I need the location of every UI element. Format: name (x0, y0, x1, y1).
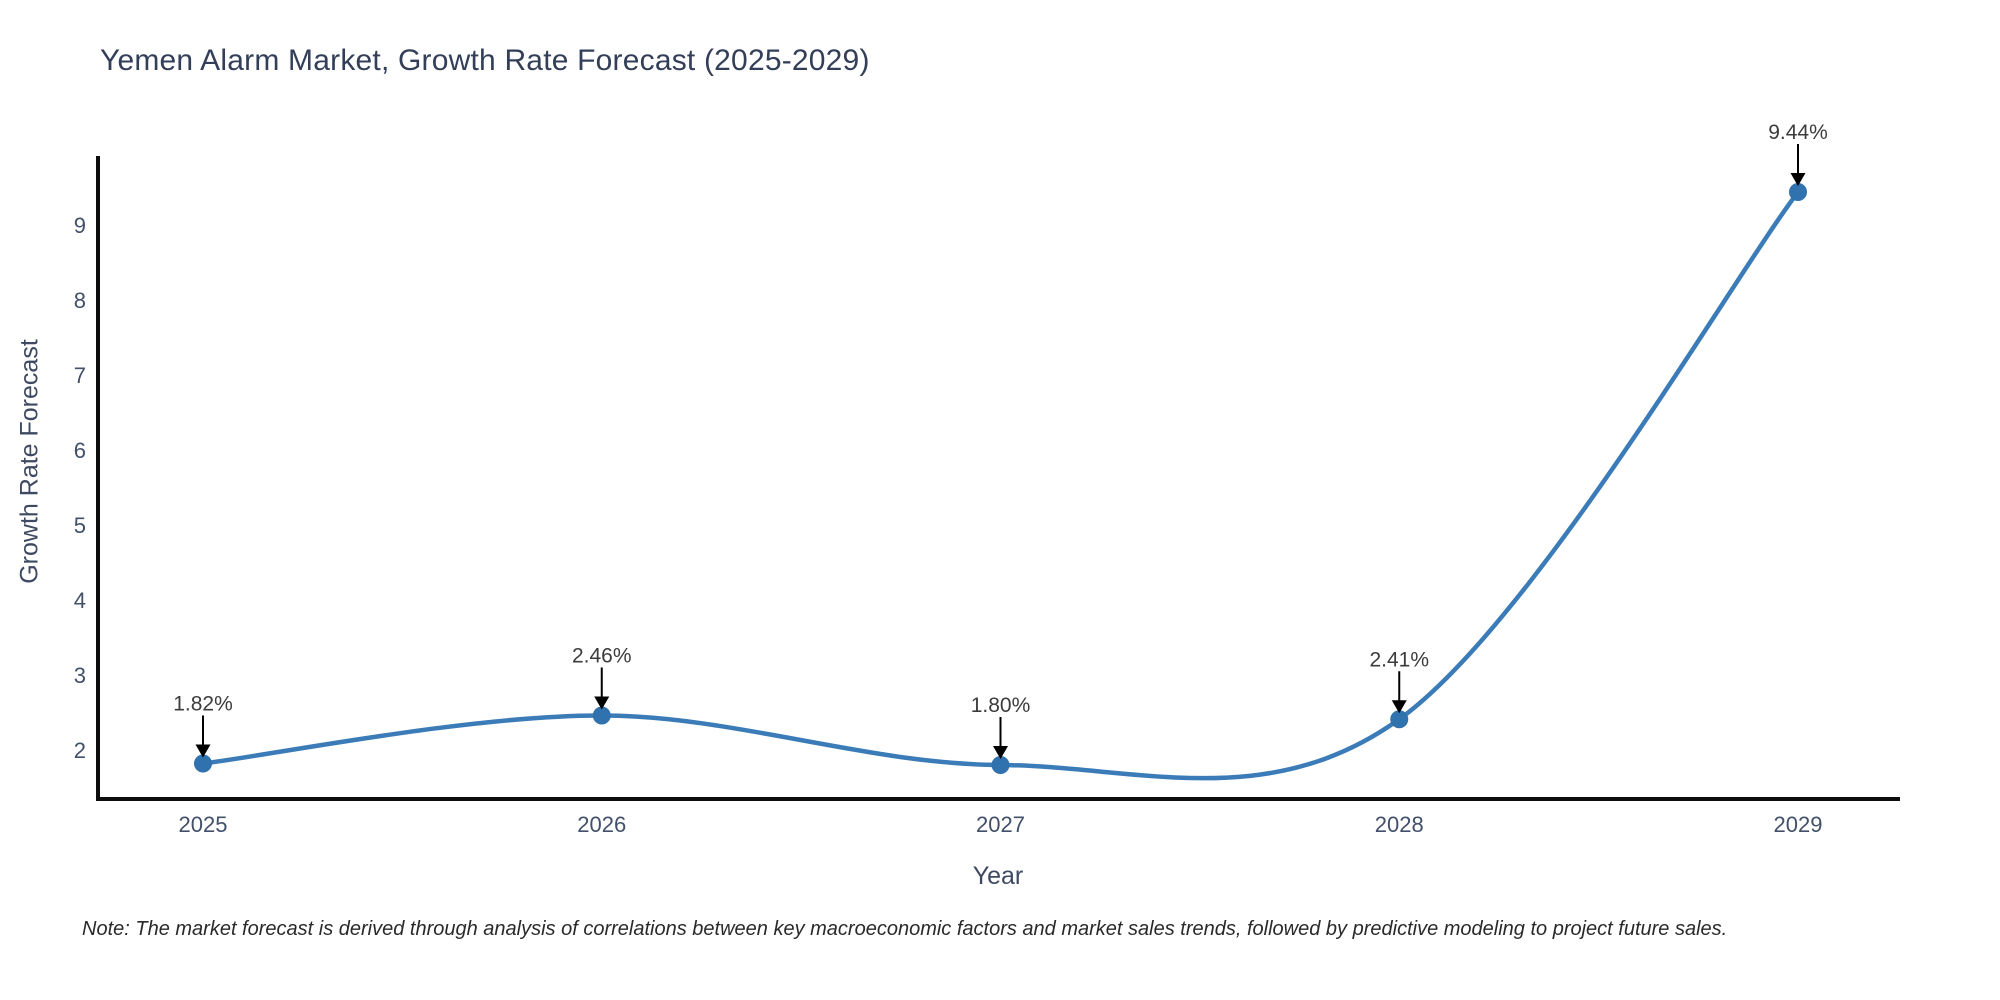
y-tick-label: 2 (74, 738, 86, 763)
point-annotation-label: 2.46% (572, 645, 632, 668)
x-tick-label: 2026 (577, 812, 626, 837)
y-tick-label: 3 (74, 663, 86, 688)
trend-line (200, 189, 1801, 781)
y-tick-label: 8 (74, 288, 86, 313)
point-annotation-label: 9.44% (1768, 121, 1828, 144)
point-annotation-label: 1.80% (971, 694, 1031, 717)
annotation-arrow-head (1391, 700, 1407, 714)
y-tick-label: 6 (74, 438, 86, 463)
y-tick-label: 9 (74, 213, 86, 238)
data-point (1390, 710, 1409, 729)
chart-title: Yemen Alarm Market, Growth Rate Forecast… (100, 44, 870, 77)
data-point (1789, 183, 1807, 201)
x-tick-label: 2029 (1774, 812, 1823, 837)
point-annotation-label: 1.82% (173, 693, 233, 716)
y-axis-title: Growth Rate Forecast (15, 339, 44, 584)
point-annotation-label: 2.41% (1369, 648, 1429, 671)
y-tick-label: 7 (74, 363, 86, 388)
data-point (592, 706, 611, 725)
data-point (194, 754, 212, 773)
y-tick-label: 5 (74, 513, 86, 538)
x-tick-label: 2028 (1375, 812, 1424, 837)
annotation-arrow-head (1790, 173, 1806, 186)
footnote: Note: The market forecast is derived thr… (82, 918, 1728, 940)
annotation-arrow-head (993, 746, 1008, 759)
x-axis-title: Year (972, 862, 1024, 890)
x-tick-label: 2027 (976, 812, 1025, 837)
x-tick-label: 2025 (179, 812, 228, 837)
y-tick-label: 4 (74, 588, 86, 613)
data-point (991, 756, 1010, 774)
annotation-arrow-head (195, 744, 211, 758)
annotation-arrow-head (594, 696, 610, 710)
